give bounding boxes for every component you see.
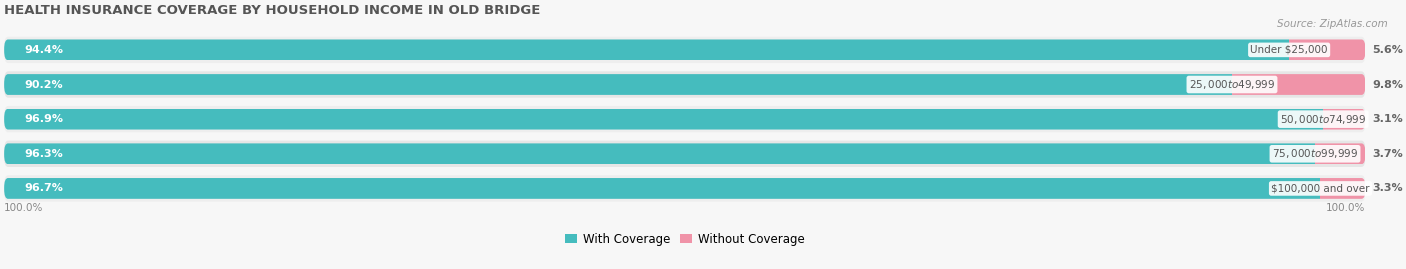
Text: Under $25,000: Under $25,000	[1250, 45, 1327, 55]
FancyBboxPatch shape	[4, 175, 1365, 201]
Text: 96.9%: 96.9%	[24, 114, 63, 124]
Text: $25,000 to $49,999: $25,000 to $49,999	[1189, 78, 1275, 91]
Text: 100.0%: 100.0%	[1326, 203, 1365, 213]
FancyBboxPatch shape	[4, 71, 1365, 98]
Text: $50,000 to $74,999: $50,000 to $74,999	[1279, 113, 1367, 126]
Text: 90.2%: 90.2%	[24, 80, 63, 90]
Text: 5.6%: 5.6%	[1372, 45, 1403, 55]
FancyBboxPatch shape	[1285, 40, 1365, 60]
Text: 9.8%: 9.8%	[1372, 80, 1403, 90]
FancyBboxPatch shape	[4, 106, 1365, 132]
Text: Source: ZipAtlas.com: Source: ZipAtlas.com	[1277, 19, 1388, 29]
Text: $75,000 to $99,999: $75,000 to $99,999	[1272, 147, 1358, 160]
Text: 94.4%: 94.4%	[24, 45, 63, 55]
Text: $100,000 and over: $100,000 and over	[1271, 183, 1369, 193]
FancyBboxPatch shape	[1319, 109, 1365, 130]
FancyBboxPatch shape	[4, 143, 1319, 164]
Text: 3.7%: 3.7%	[1372, 149, 1403, 159]
FancyBboxPatch shape	[1312, 143, 1365, 164]
FancyBboxPatch shape	[1316, 178, 1365, 199]
Text: HEALTH INSURANCE COVERAGE BY HOUSEHOLD INCOME IN OLD BRIDGE: HEALTH INSURANCE COVERAGE BY HOUSEHOLD I…	[4, 4, 540, 17]
FancyBboxPatch shape	[4, 141, 1365, 167]
Legend: With Coverage, Without Coverage: With Coverage, Without Coverage	[561, 228, 808, 250]
Text: 3.3%: 3.3%	[1372, 183, 1403, 193]
Text: 96.3%: 96.3%	[24, 149, 63, 159]
FancyBboxPatch shape	[4, 37, 1365, 63]
Text: 96.7%: 96.7%	[24, 183, 63, 193]
Text: 3.1%: 3.1%	[1372, 114, 1403, 124]
FancyBboxPatch shape	[4, 74, 1236, 95]
FancyBboxPatch shape	[1229, 74, 1365, 95]
Text: 100.0%: 100.0%	[4, 203, 44, 213]
FancyBboxPatch shape	[4, 40, 1294, 60]
FancyBboxPatch shape	[4, 178, 1324, 199]
FancyBboxPatch shape	[4, 109, 1327, 130]
